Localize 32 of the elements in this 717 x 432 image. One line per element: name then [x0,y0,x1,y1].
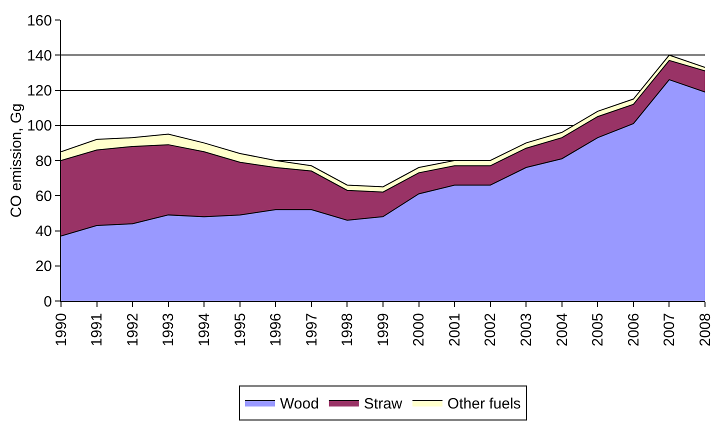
x-tick-label: 2006 [625,313,642,346]
legend-label: Straw [364,395,402,412]
y-tick-label: 80 [35,152,52,170]
x-tick-label: 1997 [303,313,320,346]
y-tick-label: 20 [35,258,52,276]
x-tick-label: 2001 [446,313,464,346]
y-tick-label: 160 [26,12,52,30]
x-tick-label: 1994 [196,313,213,346]
y-tick-label: 0 [44,293,52,310]
x-tick-label: 2005 [590,313,607,346]
x-tick-label: 1998 [339,313,356,346]
x-tick-label: 2000 [410,313,428,346]
y-tick-label: 40 [35,223,52,240]
x-tick-label: 2008 [696,313,714,346]
x-tick-label: 1990 [52,313,70,346]
legend-label: Wood [280,395,319,412]
y-tick-label: 120 [26,82,52,100]
x-tick-label: 2007 [661,313,678,346]
x-tick-label: 2003 [518,313,535,346]
y-tick-label: 100 [26,118,52,135]
x-tick-label: 1999 [374,313,392,346]
x-tick-label: 2004 [554,313,571,346]
x-tick-label: 1995 [232,313,249,346]
x-tick-label: 1996 [268,313,285,346]
legend-label: Other fuels [447,395,521,412]
x-tick-label: 2002 [482,313,500,346]
x-tick-label: 1991 [88,313,106,346]
x-tick-label: 1993 [160,313,178,346]
y-tick-label: 60 [35,188,52,205]
y-tick-label: 140 [26,47,52,64]
x-tick-label: 1992 [124,313,142,346]
y-axis-title: CO emission, Gg [8,103,25,218]
